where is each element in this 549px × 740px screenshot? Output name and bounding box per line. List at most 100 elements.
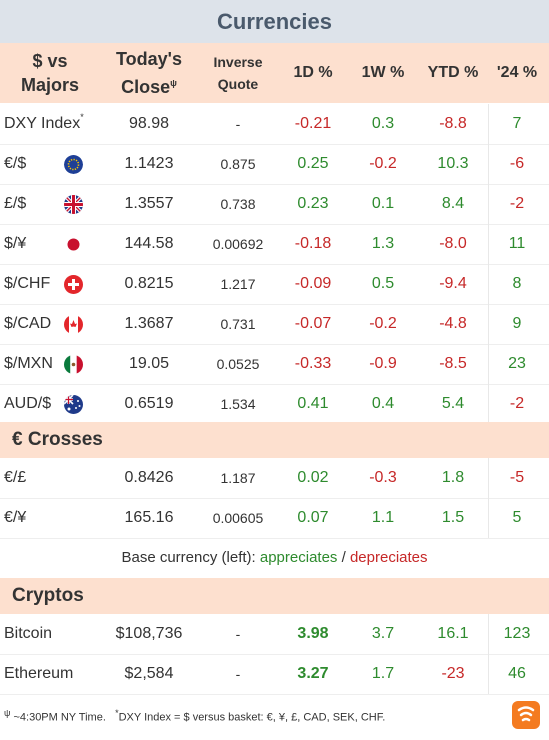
column-divider	[488, 104, 489, 144]
row-close: 19.05	[128, 355, 170, 372]
column-divider	[488, 184, 489, 224]
column-divider	[488, 224, 489, 264]
row-1d: 0.41	[297, 395, 329, 412]
header-24: '24 %	[496, 64, 538, 81]
column-divider	[488, 458, 489, 498]
row-1d: -0.18	[294, 235, 332, 252]
row-1w: 1.7	[371, 665, 395, 682]
header-inverse-line2: Quote	[217, 76, 259, 92]
row-1d: 3.27	[297, 665, 329, 682]
header-ytd: YTD %	[427, 64, 479, 81]
row-name: €/¥	[4, 509, 27, 526]
row-inverse: -	[235, 666, 241, 682]
table-row: DXY Index * 98.98 - -0.21 0.3 -8.8 7	[0, 104, 549, 145]
column-divider	[488, 344, 489, 384]
header-majors: $ vs Majors	[0, 43, 100, 103]
row-1d: -0.33	[294, 355, 332, 372]
row-1d: 0.02	[297, 469, 329, 486]
row-24: 7	[512, 115, 522, 132]
table-row: £/$ 1.3557 0.738 0.23 0.1 8.4 -2	[0, 184, 549, 225]
row-close: 98.98	[128, 115, 170, 132]
row-close: 1.3687	[124, 315, 174, 332]
row-1w: 0.1	[371, 195, 395, 212]
eu-flag-icon	[64, 155, 83, 174]
row-close: 0.8426	[124, 469, 174, 486]
row-ytd: -8.0	[439, 235, 467, 252]
column-divider	[488, 144, 489, 184]
legend-prefix: Base currency (left):	[121, 548, 260, 566]
footer-sym2: *	[115, 708, 119, 719]
row-1d: -0.21	[294, 115, 332, 132]
row-1w: 1.3	[371, 235, 395, 252]
table-row: €/$ 1.1423 0.875 0.25 -0.2 10.3 -6	[0, 144, 549, 185]
header-inverse-line1: Inverse	[213, 54, 263, 70]
row-name: £/$	[4, 195, 27, 212]
row-24: 46	[508, 665, 526, 682]
row-inverse: -	[235, 116, 241, 132]
legend-appreciates: appreciates	[259, 548, 338, 566]
page-title: Currencies	[217, 8, 332, 34]
row-name: €/$	[4, 155, 27, 172]
table-row: $/¥ 144.58 0.00692 -0.18 1.3 -8.0 11	[0, 224, 549, 265]
row-1w: 3.7	[371, 625, 395, 642]
table-row: $/CAD 1.3687 0.731 -0.07 -0.2 -4.8 9	[0, 304, 549, 345]
row-24: 5	[512, 509, 522, 526]
row-inverse: 0.0525	[216, 356, 260, 372]
header-1w: 1W %	[361, 64, 405, 81]
row-1w: 0.4	[371, 395, 395, 412]
swiss-flag-icon	[64, 275, 83, 294]
row-name: $/CAD	[4, 315, 52, 332]
row-name: €/£	[4, 469, 27, 486]
header-close-line1: Today's	[116, 49, 182, 69]
row-ytd: 1.5	[441, 509, 465, 526]
row-24: -2	[509, 395, 525, 412]
row-1d: -0.09	[294, 275, 332, 292]
row-1d: 3.98	[297, 625, 329, 642]
row-24: -2	[509, 195, 525, 212]
table-row: $/MXN 19.05 0.0525 -0.33 -0.9 -8.5 23	[0, 344, 549, 385]
row-close: $2,584	[124, 665, 174, 682]
row-24: 23	[508, 355, 526, 372]
row-close: 165.16	[124, 509, 174, 526]
row-inverse: 1.217	[220, 276, 256, 292]
row-1d: 0.07	[297, 509, 329, 526]
row-close: $108,736	[115, 625, 183, 642]
row-close: 1.3557	[124, 195, 174, 212]
footer-note1: ~4:30PM NY Time.	[10, 711, 106, 724]
section-crosses-title: € Crosses	[12, 429, 103, 450]
row-1d: -0.07	[294, 315, 332, 332]
australia-flag-icon	[64, 395, 83, 414]
row-close: 1.1423	[124, 155, 174, 172]
table-row: AUD/$ 0.6519 1.534 0.41 0.4 5.4 -2	[0, 384, 549, 425]
row-inverse: 0.00605	[212, 510, 264, 526]
row-name-sup: *	[80, 112, 84, 122]
header-1d: 1D %	[293, 64, 333, 81]
uk-flag-icon	[64, 195, 83, 214]
row-ytd: 1.8	[441, 469, 465, 486]
row-24: 11	[508, 235, 526, 252]
row-1w: -0.9	[369, 355, 397, 372]
table-row: €/£ 0.8426 1.187 0.02 -0.3 1.8 -5	[0, 458, 549, 499]
legend: Base currency (left): appreciates / depr…	[0, 542, 549, 572]
row-ytd: -4.8	[439, 315, 467, 332]
row-1d: 0.23	[297, 195, 329, 212]
row-ytd: -9.4	[439, 275, 467, 292]
row-inverse: 1.534	[220, 396, 256, 412]
row-name: $/CHF	[4, 275, 51, 292]
japan-flag-icon	[64, 235, 83, 254]
row-24: 123	[503, 625, 531, 642]
row-24: -6	[509, 155, 525, 172]
row-1d: 0.25	[297, 155, 329, 172]
row-name: $/MXN	[4, 355, 53, 372]
row-name: AUD/$	[4, 395, 52, 412]
row-1w: 1.1	[371, 509, 395, 526]
header-close-sup: ψ	[170, 78, 177, 88]
section-cryptos-title: Cryptos	[12, 585, 84, 606]
footer: ψ ~4:30PM NY Time. *DXY Index = $ versus…	[0, 700, 549, 732]
legend-sep: /	[337, 548, 350, 566]
row-ytd: -8.5	[439, 355, 467, 372]
header-majors-line2: Majors	[20, 75, 80, 95]
title-bar: Currencies	[0, 0, 549, 43]
footer-note2: DXY Index = $ versus basket: €, ¥, £, CA…	[118, 711, 386, 724]
table-row: $/CHF 0.8215 1.217 -0.09 0.5 -9.4 8	[0, 264, 549, 305]
